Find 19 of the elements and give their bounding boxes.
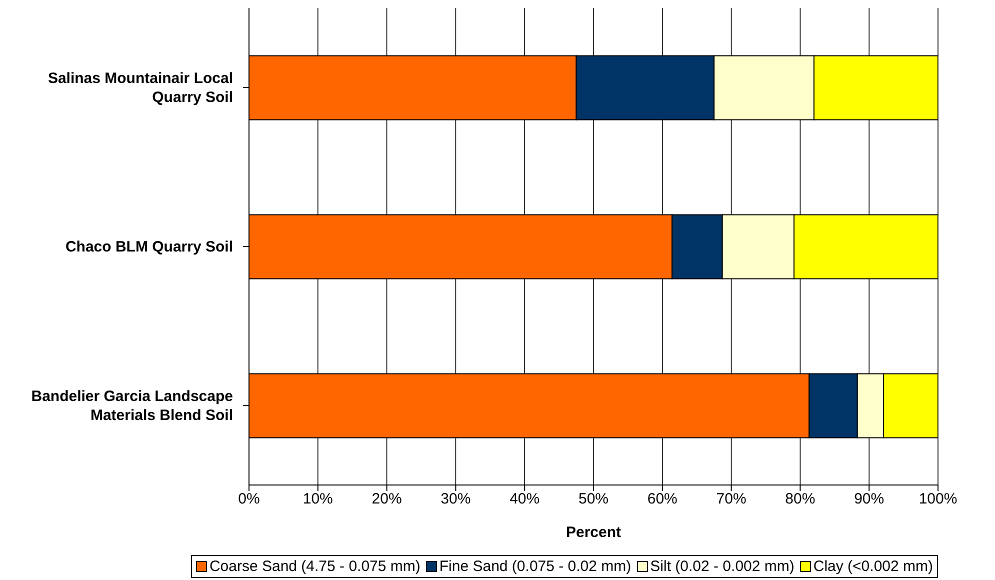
x-tick-label: 30% [440, 490, 471, 508]
y-tick-label: Salinas Mountainair Local Quarry Soil [48, 70, 233, 106]
x-tick-label: 20% [372, 490, 402, 508]
x-tick-label: 40% [510, 490, 540, 508]
y-tick-label: Bandelier Garcia Landscape Materials Blend Soil [31, 388, 233, 424]
x-tick-label: 100% [918, 490, 958, 508]
x-tick-label: 60% [647, 490, 678, 508]
x-tick-label: 50% [578, 490, 609, 508]
x-tick-label: 0% [238, 490, 260, 508]
x-tick-label: 70% [716, 490, 746, 508]
legend-label: Silt (0.02 - 0.002 mm) [649, 558, 794, 575]
x-tick-label: 90% [854, 490, 884, 508]
legend-label: Fine Sand (0.075 - 0.02 mm) [438, 558, 632, 575]
legend-label: Clay (<0.002 mm) [812, 558, 933, 575]
x-tick-label: 80% [785, 490, 816, 508]
x-tick-label: 10% [302, 490, 333, 508]
x-axis-title: Percent [566, 524, 622, 541]
y-tick-label: Chaco BLM Quarry Soil [65, 238, 233, 256]
legend-label: Coarse Sand (4.75 - 0.075 mm) [208, 558, 420, 575]
